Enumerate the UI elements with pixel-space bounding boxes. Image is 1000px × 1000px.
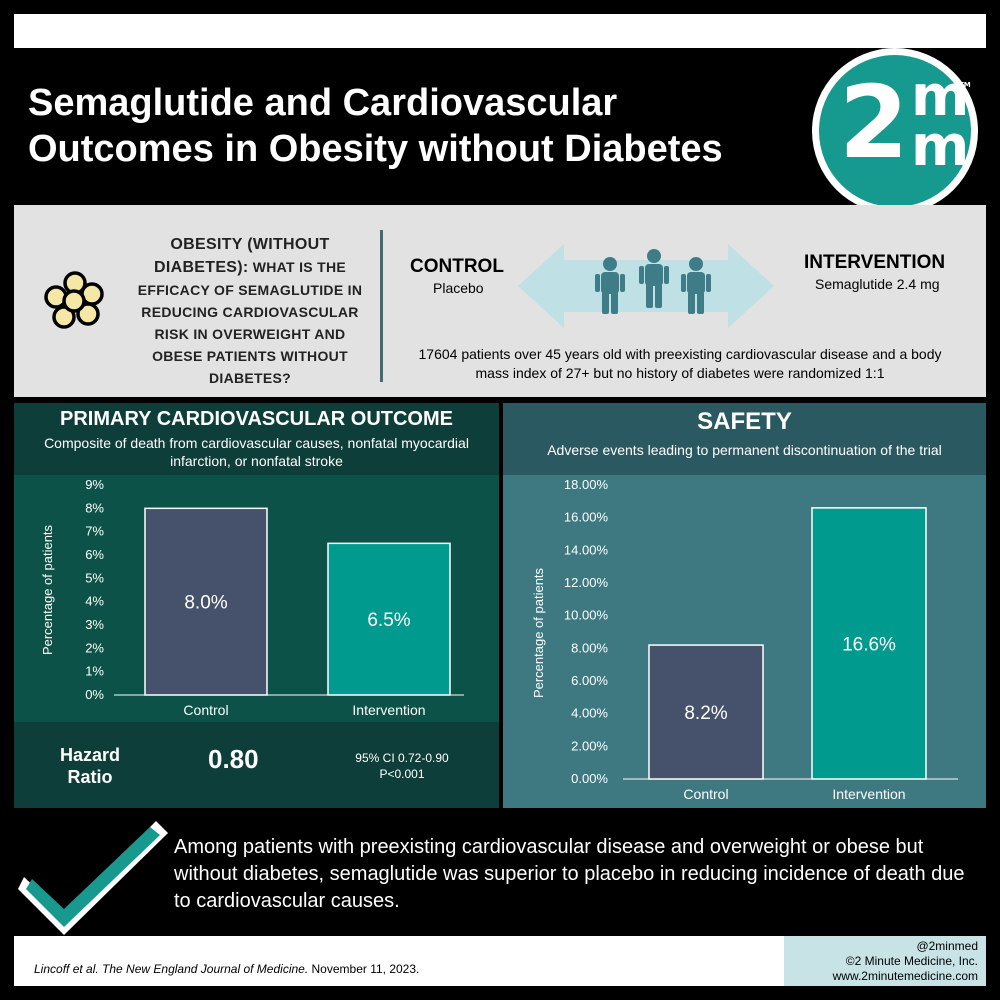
safety-title: SAFETY — [697, 408, 792, 435]
y-tick-label: 6.00% — [571, 673, 608, 688]
y-axis-label: Percentage of patients — [40, 524, 55, 655]
y-tick-label: 16.00% — [564, 510, 609, 525]
hazard-ratio-value: 0.80 — [208, 744, 259, 774]
x-tick-label: Intervention — [832, 786, 905, 802]
intervention-label: INTERVENTION — [804, 252, 946, 273]
y-tick-label: 2.00% — [571, 738, 608, 753]
logo-m-bottom: m — [911, 114, 970, 179]
control-sublabel: Placebo — [433, 280, 484, 296]
bar-control — [144, 507, 268, 696]
x-tick-label: Intervention — [352, 702, 425, 718]
y-tick-label: 6% — [85, 547, 104, 562]
citation: Lincoff et al. The New England Journal o… — [34, 962, 419, 976]
y-tick-label: 18.00% — [564, 477, 609, 492]
hazard-ratio-stats: 95% CI 0.72-0.90 P<0.001 — [332, 750, 472, 782]
intervention-sublabel: Semaglutide 2.4 mg — [815, 276, 940, 292]
data-label: 8.0% — [184, 593, 227, 614]
data-label: 16.6% — [842, 634, 896, 655]
copyright: ©2 Minute Medicine, Inc. — [845, 954, 978, 968]
y-tick-label: 9% — [85, 477, 104, 492]
y-tick-label: 1% — [85, 664, 104, 679]
logo-circle: 2 m m TM — [819, 55, 971, 207]
website-link[interactable]: www.2minutemedicine.com — [832, 969, 978, 983]
control-label: CONTROL — [410, 256, 504, 277]
logo-trademark: TM — [959, 81, 971, 89]
x-tick-label: Control — [683, 786, 728, 802]
data-label: 6.5% — [367, 610, 410, 631]
study-question: OBESITY (WITHOUT DIABETES): WHAT IS THE … — [130, 233, 370, 389]
primary-outcome-title: PRIMARY CARDIOVASCULAR OUTCOME — [60, 408, 453, 430]
data-label: 8.2% — [684, 703, 727, 724]
credit-box: @2minmed ©2 Minute Medicine, Inc. www.2m… — [784, 936, 986, 986]
y-tick-label: 14.00% — [564, 542, 609, 557]
conclusion-text: Among patients with preexisting cardiova… — [174, 836, 965, 912]
logo-m-top: m — [911, 64, 970, 129]
social-handle: @2minmed — [916, 939, 978, 953]
logo-two: 2 — [839, 64, 909, 181]
brand-logo: 2 m m TM — [812, 48, 978, 214]
hazard-ratio-label: Hazard Ratio — [50, 744, 130, 788]
y-tick-label: 12.00% — [564, 575, 609, 590]
vertical-divider — [380, 230, 383, 382]
top-strip — [14, 14, 986, 48]
primary-outcome-header — [14, 403, 499, 475]
randomization-arrow-icon — [518, 244, 774, 328]
hazard-ratio-band — [14, 722, 499, 808]
study-description: 17604 patients over 45 years old with pr… — [418, 346, 942, 381]
question-body: WHAT IS THE EFFICACY OF SEMAGLUTIDE IN R… — [137, 259, 363, 386]
bar-intervention — [327, 542, 451, 696]
safety-chart: 0.00% 2.00% 4.00% 6.00% 8.00% 10.00% 12.00% 14.… — [531, 477, 958, 802]
y-tick-label: 3% — [85, 617, 104, 632]
p-value: P<0.001 — [379, 767, 425, 781]
y-tick-label: 4.00% — [571, 706, 608, 721]
cell-cluster-icon — [44, 271, 104, 329]
y-tick-label: 8% — [85, 500, 104, 515]
y-tick-label: 10.00% — [564, 608, 609, 623]
y-tick-label: 0% — [85, 687, 104, 702]
study-band — [14, 205, 986, 397]
primary-outcome-chart: 0% 1% 2% 3% 4% 5% 6% 7% 8% 9% 8.0% Control 6.5% Inter… — [40, 477, 464, 718]
confidence-interval: 95% CI 0.72-0.90 — [355, 751, 449, 765]
primary-outcome-subtitle: Composite of death from cardiovascular c… — [44, 435, 469, 469]
bar-control — [648, 644, 764, 780]
question-heading: OBESITY (WITHOUT DIABETES): — [153, 236, 330, 276]
y-tick-label: 7% — [85, 524, 104, 539]
y-tick-label: 4% — [85, 594, 104, 609]
y-axis-label: Percentage of patients — [531, 567, 546, 698]
hazard-ratio-label-text: Hazard Ratio — [59, 745, 121, 787]
patients-icon — [595, 249, 711, 314]
safety-subtitle: Adverse events leading to permanent disc… — [547, 442, 942, 458]
safety-header — [503, 403, 986, 475]
citation-journal: The New England Journal of Medicine. — [102, 962, 309, 976]
citation-authors: Lincoff et al. — [34, 962, 103, 976]
y-tick-label: 0.00% — [571, 771, 608, 786]
citation-date: November 11, 2023. — [308, 962, 420, 976]
y-tick-label: 8.00% — [571, 640, 608, 655]
y-tick-label: 2% — [85, 640, 104, 655]
checkmark-icon — [18, 821, 168, 935]
y-tick-label: 5% — [85, 570, 104, 585]
page-title: Semaglutide and Cardiovascular Outcomes … — [28, 82, 723, 170]
bar-intervention — [811, 507, 927, 780]
x-tick-label: Control — [183, 702, 228, 718]
